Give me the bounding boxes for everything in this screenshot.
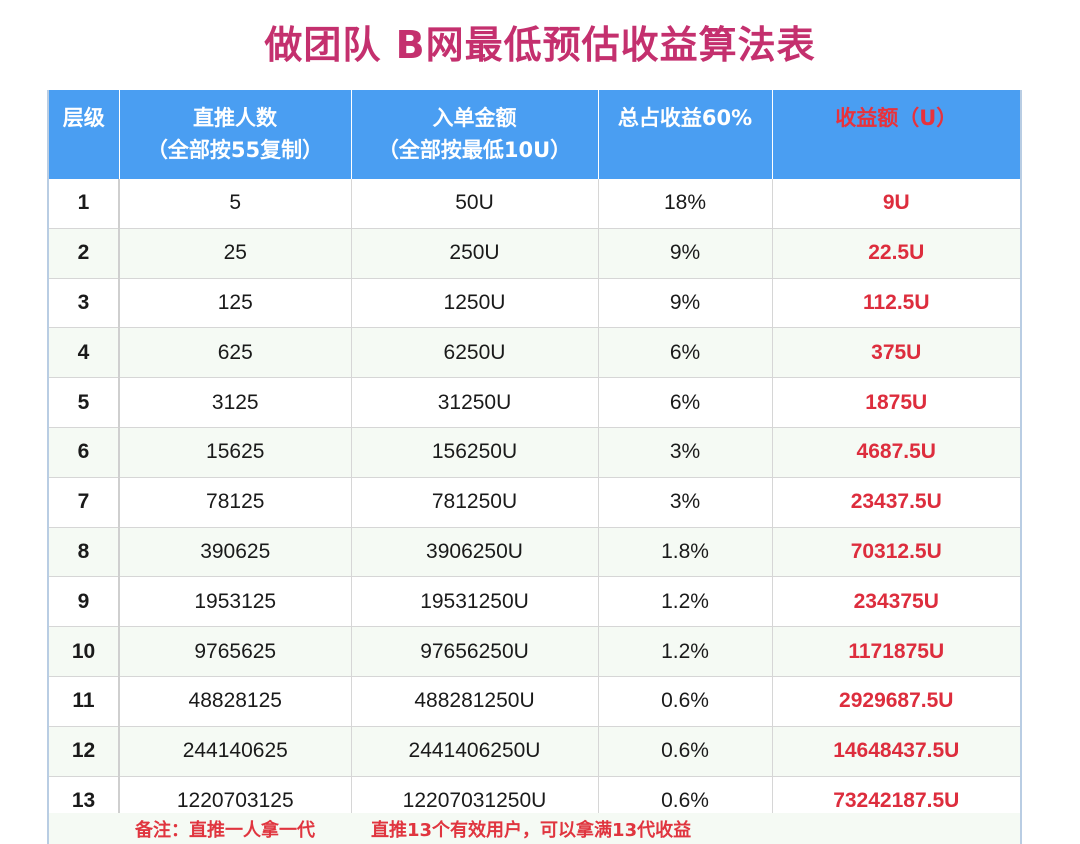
table-row: 10 9765625 97656250U 1.2% 1171875U [49,626,1020,677]
profit-table-container: 层级 直推人数 （全部按55复制） 入单金额 （全部按最低10U） 总占收益60… [47,90,1022,844]
profit-cell: 70312.5U [772,527,1020,578]
share-cell: 0.6% [598,726,773,777]
table-row: 12 244140625 2441406250U 0.6% 14648437.5U [49,726,1020,777]
table-row: 7 78125 781250U 3% 23437.5U [49,477,1020,528]
direct-count-cell: 5 [119,179,352,229]
header-layer: 层级 [49,90,120,179]
direct-count-cell: 1953125 [119,576,352,628]
direct-count-cell: 390625 [119,527,352,578]
profit-cell: 1875U [772,377,1020,428]
layer-cell: 10 [49,626,120,677]
profit-cell: 23437.5U [772,477,1020,528]
direct-count-cell: 625 [119,327,352,379]
table-row: 8 390625 3906250U 1.8% 70312.5U [49,527,1020,578]
order-amount-cell: 781250U [351,477,599,528]
table-row: 3 125 1250U 9% 112.5U [49,278,1020,329]
direct-count-cell: 244140625 [119,726,352,777]
table-row: 2 25 250U 9% 22.5U [49,228,1020,279]
layer-cell: 5 [49,377,120,428]
note-row: 备注：直推一人拿一代 直推13个有效用户，可以拿满13代收益 [49,813,1020,844]
profit-cell: 9U [772,179,1020,229]
share-cell: 18% [598,179,773,229]
layer-cell: 4 [49,327,120,379]
table-body: 1 5 50U 18% 9U 2 25 250U 9% 22.5U 3 125 1250U 9% 112.5… [49,179,1020,827]
table-row: 5 3125 31250U 6% 1875U [49,377,1020,428]
layer-cell: 7 [49,477,120,528]
profit-table: 层级 直推人数 （全部按55复制） 入单金额 （全部按最低10U） 总占收益60… [49,90,1020,827]
page-title: 做团队 B网最低预估收益算法表 [264,23,816,67]
layer-cell: 6 [49,427,120,478]
direct-count-cell: 25 [119,228,352,279]
share-cell: 3% [598,427,773,478]
layer-cell: 3 [49,278,120,329]
share-cell: 9% [598,228,773,279]
share-cell: 1.2% [598,576,773,628]
order-amount-cell: 488281250U [351,676,599,727]
share-cell: 9% [598,278,773,329]
profit-cell: 375U [772,327,1020,379]
direct-count-cell: 3125 [119,377,352,428]
share-cell: 1.2% [598,626,773,677]
header-share: 总占收益60% [598,90,773,179]
header-order-amount: 入单金额 （全部按最低10U） [351,90,599,179]
direct-count-cell: 9765625 [119,626,352,677]
order-amount-cell: 19531250U [351,576,599,628]
order-amount-cell: 6250U [351,327,599,379]
share-cell: 6% [598,377,773,428]
table-row: 9 1953125 19531250U 1.2% 234375U [49,576,1020,628]
profit-cell: 4687.5U [772,427,1020,478]
table-header-row: 层级 直推人数 （全部按55复制） 入单金额 （全部按最低10U） 总占收益60… [49,90,1020,179]
profit-cell: 22.5U [772,228,1020,279]
profit-cell: 2929687.5U [772,676,1020,727]
header-profit: 收益额（U） [772,90,1020,179]
table-row: 4 625 6250U 6% 375U [49,327,1020,379]
table-row: 11 48828125 488281250U 0.6% 2929687.5U [49,676,1020,727]
layer-cell: 9 [49,576,120,628]
direct-count-cell: 48828125 [119,676,352,727]
share-cell: 1.8% [598,527,773,578]
table-row: 6 15625 156250U 3% 4687.5U [49,427,1020,478]
order-amount-cell: 50U [351,179,599,229]
profit-cell: 112.5U [772,278,1020,329]
order-amount-cell: 3906250U [351,527,599,578]
profit-cell: 234375U [772,576,1020,628]
direct-count-cell: 78125 [119,477,352,528]
note-text-secondary: 直推13个有效用户，可以拿满13代收益 [371,820,692,841]
layer-cell: 2 [49,228,120,279]
order-amount-cell: 97656250U [351,626,599,677]
note-text-primary: 备注：直推一人拿一代 [135,820,315,841]
table-row: 1 5 50U 18% 9U [49,179,1020,229]
share-cell: 6% [598,327,773,379]
order-amount-cell: 1250U [351,278,599,329]
header-direct-count: 直推人数 （全部按55复制） [119,90,352,179]
order-amount-cell: 2441406250U [351,726,599,777]
layer-cell: 8 [49,527,120,578]
share-cell: 3% [598,477,773,528]
order-amount-cell: 156250U [351,427,599,478]
direct-count-cell: 125 [119,278,352,329]
layer-cell: 12 [49,726,120,777]
order-amount-cell: 31250U [351,377,599,428]
layer-cell: 11 [49,676,120,727]
order-amount-cell: 250U [351,228,599,279]
direct-count-cell: 15625 [119,427,352,478]
profit-cell: 14648437.5U [772,726,1020,777]
layer-cell: 1 [49,179,120,229]
share-cell: 0.6% [598,676,773,727]
profit-cell: 1171875U [772,626,1020,677]
